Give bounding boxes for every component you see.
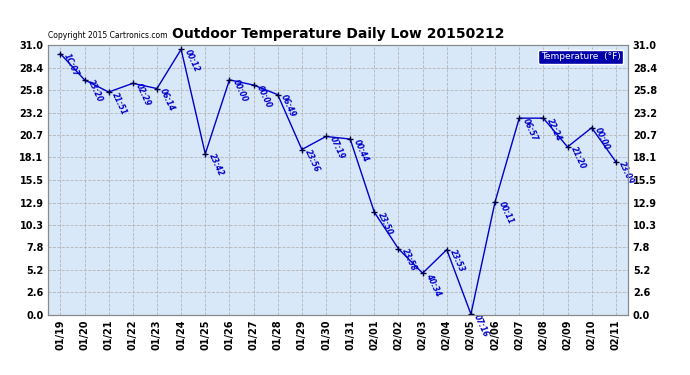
Text: 23:20: 23:20 xyxy=(86,78,104,104)
Text: 22:24: 22:24 xyxy=(545,117,563,142)
Text: Copyright 2015 Cartronics.com: Copyright 2015 Cartronics.com xyxy=(48,31,168,40)
Text: 06:49: 06:49 xyxy=(279,93,297,119)
Text: 00:12: 00:12 xyxy=(183,48,201,74)
Text: 40:34: 40:34 xyxy=(424,272,442,297)
Text: 1C:07: 1C:07 xyxy=(62,53,80,78)
Text: 23:53: 23:53 xyxy=(448,248,466,274)
Text: 06:14: 06:14 xyxy=(159,87,177,113)
Text: 06:57: 06:57 xyxy=(521,117,539,142)
Text: 21:20: 21:20 xyxy=(569,146,587,171)
Text: 07:19: 07:19 xyxy=(328,135,346,160)
Text: 00:00: 00:00 xyxy=(593,126,611,152)
Text: 02:29: 02:29 xyxy=(135,82,152,108)
Text: 23:50: 23:50 xyxy=(376,211,394,236)
Title: Outdoor Temperature Daily Low 20150212: Outdoor Temperature Daily Low 20150212 xyxy=(172,27,504,41)
Text: 23:42: 23:42 xyxy=(207,153,225,178)
Text: 23:58: 23:58 xyxy=(400,248,418,273)
Text: 23:09: 23:09 xyxy=(618,160,635,186)
Text: 00:00: 00:00 xyxy=(231,78,249,104)
Text: 00:11: 00:11 xyxy=(497,200,515,226)
Legend: Temperature  (°F): Temperature (°F) xyxy=(538,50,623,64)
Text: 07:16: 07:16 xyxy=(473,313,491,338)
Text: 00:00: 00:00 xyxy=(255,84,273,109)
Text: 21:51: 21:51 xyxy=(110,91,128,116)
Text: 00:44: 00:44 xyxy=(352,138,370,163)
Text: 23:56: 23:56 xyxy=(304,148,322,174)
